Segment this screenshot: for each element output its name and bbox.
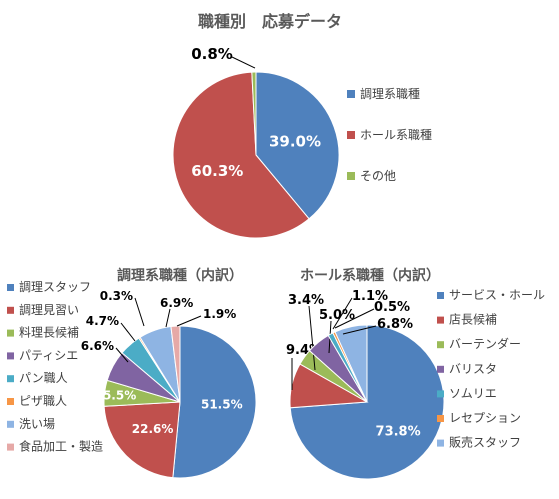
data-label: 39.0% xyxy=(269,133,321,151)
data-label: 1.9% xyxy=(203,307,236,321)
legend-swatch xyxy=(437,365,444,373)
legend-label: 調理スタッフ xyxy=(19,280,91,294)
pie-slice xyxy=(103,401,181,479)
legend-swatch xyxy=(437,415,444,422)
pie-slice xyxy=(172,71,310,239)
data-label: 6.9% xyxy=(160,296,193,310)
legend-swatch xyxy=(7,329,14,337)
data-label: 0.5% xyxy=(374,300,410,315)
legend-swatch xyxy=(437,439,444,447)
pie-slice xyxy=(251,71,257,156)
data-label: 60.3% xyxy=(191,162,243,180)
data-label: 22.6% xyxy=(132,422,174,436)
legend-swatch xyxy=(437,292,444,299)
legend-label: その他 xyxy=(360,169,396,183)
main-pie-chart: 39.0% 調理系職種 60.3% ホール系職種 0.8% その他 xyxy=(172,45,432,239)
legend-swatch xyxy=(437,390,444,398)
legend-label: 洗い場 xyxy=(19,417,55,431)
hall-pie-chart: 73.8%サービス・ホール9.4%店長候補3.4%バーテンダー5.0%バリスタ1… xyxy=(286,288,545,480)
legend-label: レセプション xyxy=(449,411,521,425)
leader-line xyxy=(134,297,145,327)
legend-swatch xyxy=(7,284,14,291)
legend-label: 食品加工・製造 xyxy=(19,439,103,454)
legend-swatch xyxy=(347,172,355,180)
legend-swatch xyxy=(7,398,14,405)
hall-chart-title: ホール系職種（内訳） xyxy=(300,267,440,284)
data-label: 5.0% xyxy=(319,308,355,323)
leader-line xyxy=(308,305,316,371)
data-label: 3.4% xyxy=(288,293,324,308)
legend-label: バーテンダー xyxy=(449,336,521,351)
pie-slice xyxy=(255,71,340,220)
leader-line xyxy=(176,315,202,327)
legend-swatch xyxy=(7,306,14,314)
legend-label: ピザ職人 xyxy=(19,394,67,408)
data-label: 0.3% xyxy=(100,289,133,303)
legend-swatch xyxy=(7,420,14,428)
leader-line xyxy=(334,308,375,329)
data-label: 5.5% xyxy=(103,389,136,403)
legend-label: 料理長候補 xyxy=(19,326,79,340)
legend-label: ホール系職種 xyxy=(360,128,432,142)
legend-label: ソムリエ xyxy=(449,386,497,400)
leader-line xyxy=(115,347,129,363)
main-chart-title: 職種別 応募データ xyxy=(198,12,342,31)
leader-line xyxy=(231,56,256,69)
legend-swatch xyxy=(437,341,444,349)
data-label: 73.8% xyxy=(376,425,421,440)
leader-line xyxy=(332,297,353,330)
legend-label: 店長候補 xyxy=(449,313,497,327)
leader-line xyxy=(165,308,171,328)
pie-slice xyxy=(170,325,181,403)
cooking-chart-title: 調理系職種（内訳） xyxy=(117,267,243,284)
data-label: 0.8% xyxy=(191,45,233,63)
legend-swatch xyxy=(7,443,14,451)
data-label: 4.7% xyxy=(86,314,119,328)
legend-label: 調理見習い xyxy=(19,303,79,317)
legend-label: サービス・ホール xyxy=(449,288,545,302)
pie-slice xyxy=(172,325,257,479)
data-label: 6.8% xyxy=(377,317,413,332)
legend-label: 販売スタッフ xyxy=(449,435,521,450)
data-label: 6.6% xyxy=(81,339,114,353)
legend-label: パン職人 xyxy=(19,371,68,385)
legend-swatch xyxy=(347,90,355,98)
pie-slice xyxy=(334,324,368,403)
legend-label: 調理系職種 xyxy=(360,87,420,101)
legend-label: パティシエ xyxy=(19,348,78,362)
data-label: 1.1% xyxy=(352,289,388,304)
legend-swatch xyxy=(7,375,14,383)
leader-line xyxy=(120,322,136,342)
legend-swatch xyxy=(7,352,14,360)
legend-label: バリスタ xyxy=(449,362,497,376)
legend-swatch xyxy=(437,316,444,324)
data-label: 51.5% xyxy=(201,398,243,412)
legend-swatch xyxy=(347,131,355,139)
leader-line xyxy=(342,325,377,335)
